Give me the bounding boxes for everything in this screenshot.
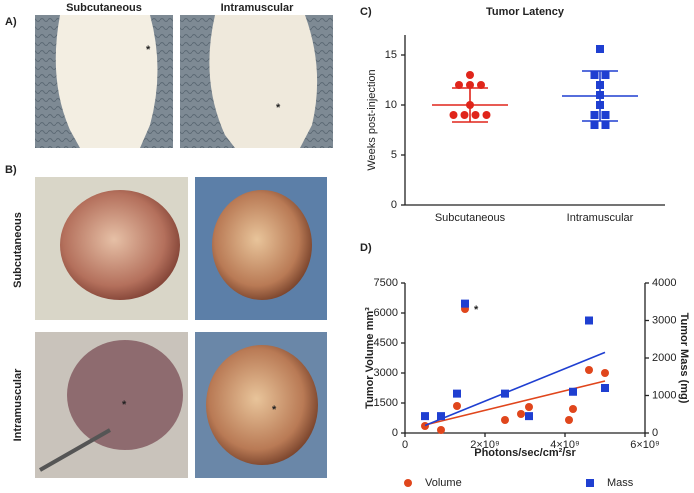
photo-a-subcutaneous — [35, 15, 173, 148]
point — [421, 412, 429, 421]
point — [590, 121, 599, 129]
x-tick-label: 4×10⁹ — [550, 439, 580, 451]
x-axis-title: Photons/sec/cm²/sr — [474, 447, 576, 459]
point — [453, 389, 461, 398]
panel-label: B) — [5, 164, 17, 176]
point — [517, 410, 525, 418]
chart-title: Tumor Latency — [486, 6, 565, 18]
error-bar — [582, 70, 618, 122]
photo-b-intramuscular-2 — [195, 332, 327, 478]
y-tick-label: 10 — [385, 99, 397, 111]
point — [590, 71, 599, 79]
x-tick-label: 0 — [402, 439, 408, 451]
y-tick-label: 6000 — [374, 307, 398, 319]
y-tick-label: 4500 — [374, 337, 398, 349]
point — [525, 412, 533, 421]
point — [466, 71, 474, 79]
point — [455, 81, 463, 89]
point — [585, 366, 593, 374]
panel-label: C) — [360, 6, 372, 18]
row-label: Intramuscular — [12, 368, 24, 441]
y2-tick-label: 2000 — [652, 352, 676, 364]
point — [590, 111, 599, 119]
point — [482, 111, 491, 119]
point — [466, 81, 474, 89]
y-tick-label: 15 — [385, 49, 397, 61]
point — [501, 389, 509, 398]
tumor-marker: * — [272, 404, 277, 416]
point — [585, 316, 593, 325]
panel-label: A) — [5, 16, 17, 28]
point — [461, 299, 469, 308]
photo-b-subcutaneous-2 — [195, 177, 327, 320]
y-tick-label: 7500 — [374, 277, 398, 289]
point — [601, 369, 609, 377]
y-tick-label: 1500 — [374, 397, 398, 409]
point — [453, 402, 461, 410]
point — [421, 422, 429, 430]
y-tick-label: 0 — [392, 427, 398, 439]
point — [525, 403, 533, 411]
y-tick-label: 0 — [391, 199, 397, 211]
legend-label: Mass — [607, 477, 634, 489]
point — [596, 45, 604, 53]
point — [460, 111, 469, 119]
annotation: * — [474, 304, 479, 316]
tumor-marker: * — [146, 44, 151, 56]
point — [569, 405, 577, 413]
y2-tick-label: 4000 — [652, 277, 676, 289]
tumor-marker: * — [276, 102, 281, 114]
legend-label: Volume — [425, 477, 462, 489]
y2-axis-title: Tumor Mass (mg) — [678, 313, 690, 404]
point — [601, 384, 609, 392]
legend-swatch — [404, 479, 412, 487]
photo-b-intramuscular-1 — [35, 332, 188, 478]
y-tick-label: 5 — [391, 149, 397, 161]
point — [501, 416, 509, 424]
error-bar — [452, 87, 488, 123]
point — [569, 387, 577, 396]
x-tick-label: 6×10⁹ — [630, 439, 660, 451]
x-tick-label: Intramuscular — [567, 212, 634, 224]
y-axis-title: Weeks post-injection — [366, 69, 378, 170]
y-axis-title: Tumor Volume mm³ — [364, 307, 376, 409]
point — [437, 426, 445, 434]
point — [437, 412, 445, 421]
row-label: Subcutaneous — [12, 212, 24, 288]
column-label: Subcutaneous — [66, 2, 142, 14]
point — [601, 111, 610, 119]
y2-tick-label: 0 — [652, 427, 658, 439]
photo-a-intramuscular — [180, 15, 333, 148]
x-tick-label: Subcutaneous — [435, 212, 506, 224]
point — [471, 111, 480, 119]
point — [477, 81, 485, 89]
panel-label: D) — [360, 242, 372, 254]
legend-swatch — [586, 479, 594, 487]
y-tick-label: 3000 — [374, 367, 398, 379]
point — [449, 111, 458, 119]
fit-line — [424, 380, 606, 426]
point — [565, 416, 573, 424]
tumor-marker: * — [122, 399, 127, 411]
column-label: Intramuscular — [221, 2, 294, 14]
fit-line — [424, 351, 606, 427]
point — [601, 71, 610, 79]
photo-b-subcutaneous-1 — [35, 177, 188, 320]
y2-tick-label: 3000 — [652, 314, 676, 326]
y2-tick-label: 1000 — [652, 389, 676, 401]
point — [601, 121, 610, 129]
x-tick-label: 2×10⁹ — [470, 439, 500, 451]
